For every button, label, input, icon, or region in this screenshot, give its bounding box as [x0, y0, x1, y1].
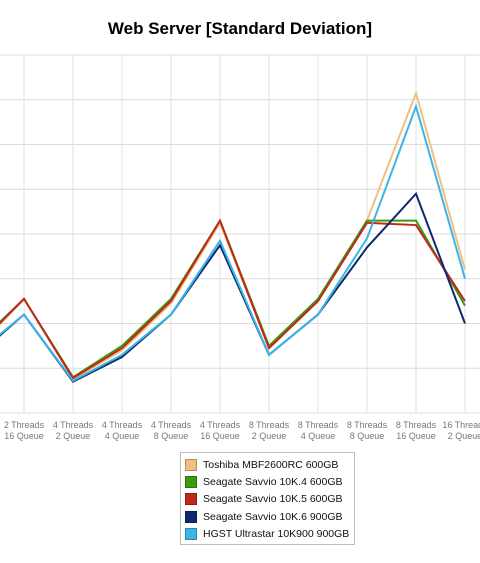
legend-swatch	[185, 510, 197, 523]
legend-item: Toshiba MBF2600RC 600GB	[185, 456, 350, 473]
chart-title: Web Server [Standard Deviation]	[107, 19, 373, 38]
legend-label: Seagate Savvio 10K.6 900GB	[203, 510, 343, 523]
series-1	[0, 89, 466, 381]
series-line	[0, 191, 466, 383]
series-line	[0, 89, 466, 381]
legend-label: Seagate Savvio 10K.5 600GB	[203, 493, 343, 506]
x-tick-label: 2 Threads 16 Queue	[4, 420, 45, 441]
legend-label: HGST Ultrastar 10K900 900GB	[203, 528, 350, 541]
legend-swatch	[185, 528, 197, 541]
legend-label: Toshiba MBF2600RC 600GB	[203, 458, 339, 471]
series-3	[0, 218, 466, 380]
x-tick-label: 4 Threads 16 Queue	[200, 420, 241, 441]
legend-swatch	[185, 493, 197, 506]
x-tick-label: 4 Threads 2 Queue	[53, 420, 94, 441]
x-tick-label: 4 Threads 4 Queue	[102, 420, 143, 441]
legend-swatch	[185, 458, 197, 471]
legend-item: Seagate Savvio 10K.5 600GB	[185, 491, 350, 508]
series-2	[0, 218, 466, 379]
series-line	[0, 218, 466, 379]
legend-item: HGST Ultrastar 10K900 900GB	[185, 526, 350, 543]
legend-item: Seagate Savvio 10K.4 600GB	[185, 473, 350, 490]
legend-swatch	[185, 476, 197, 489]
legend-label: Seagate Savvio 10K.4 600GB	[203, 476, 343, 489]
x-tick-label: 8 Threads 4 Queue	[298, 420, 339, 441]
x-tick-label: 8 Threads 8 Queue	[347, 420, 388, 441]
legend: Toshiba MBF2600RC 600GB Seagate Savvio 10…	[180, 452, 355, 545]
x-tick-label: 8 Threads 16 Queue	[396, 420, 437, 441]
x-tick-label: 8 Threads 2 Queue	[249, 420, 290, 441]
series-4	[0, 191, 466, 383]
series-line	[0, 218, 466, 380]
series-5	[0, 103, 466, 383]
legend-item: Seagate Savvio 10K.6 900GB	[185, 508, 350, 525]
x-tick-label: 4 Threads 8 Queue	[151, 420, 192, 441]
